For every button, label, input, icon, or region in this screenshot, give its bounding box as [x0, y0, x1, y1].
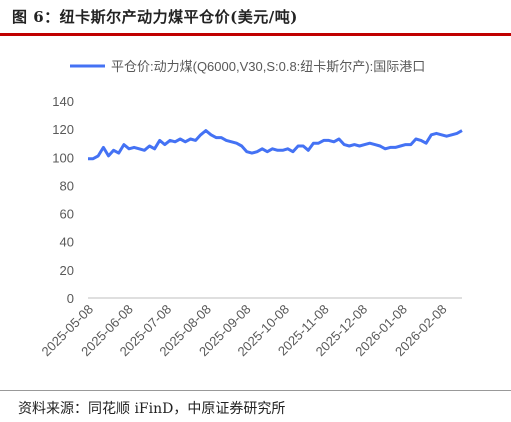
y-tick-label: 80 [60, 178, 74, 193]
figure-title: 图 6：纽卡斯尔产动力煤平仓价(美元/吨) [12, 8, 298, 26]
source-note: 资料来源：同花顺 iFinD，中原证券研究所 [18, 401, 286, 417]
line-chart: 平仓价:动力煤(Q6000,V30,S:0.8:纽卡斯尔产):国际港口 0 20 4… [38, 59, 463, 359]
title-rule [0, 33, 511, 36]
legend-label-series-0: 平仓价:动力煤(Q6000,V30,S:0.8:纽卡斯尔产):国际港口 [111, 59, 425, 74]
series-line-0 [88, 129, 463, 161]
y-tick-label: 120 [52, 122, 74, 137]
source-rule [0, 390, 511, 391]
plot-area [88, 129, 463, 161]
y-axis: 0 20 40 60 80 100 120 140 [52, 94, 74, 306]
y-tick-label: 0 [67, 291, 74, 306]
y-tick-label: 100 [52, 150, 74, 165]
y-tick-label: 20 [60, 263, 74, 278]
y-tick-label: 60 [60, 207, 74, 222]
x-axis: 2025-05-082025-06-082025-07-082025-08-08… [38, 297, 462, 359]
chart-legend: 平仓价:动力煤(Q6000,V30,S:0.8:纽卡斯尔产):国际港口 [70, 59, 425, 74]
y-tick-label: 140 [52, 94, 74, 109]
y-tick-label: 40 [60, 235, 74, 250]
